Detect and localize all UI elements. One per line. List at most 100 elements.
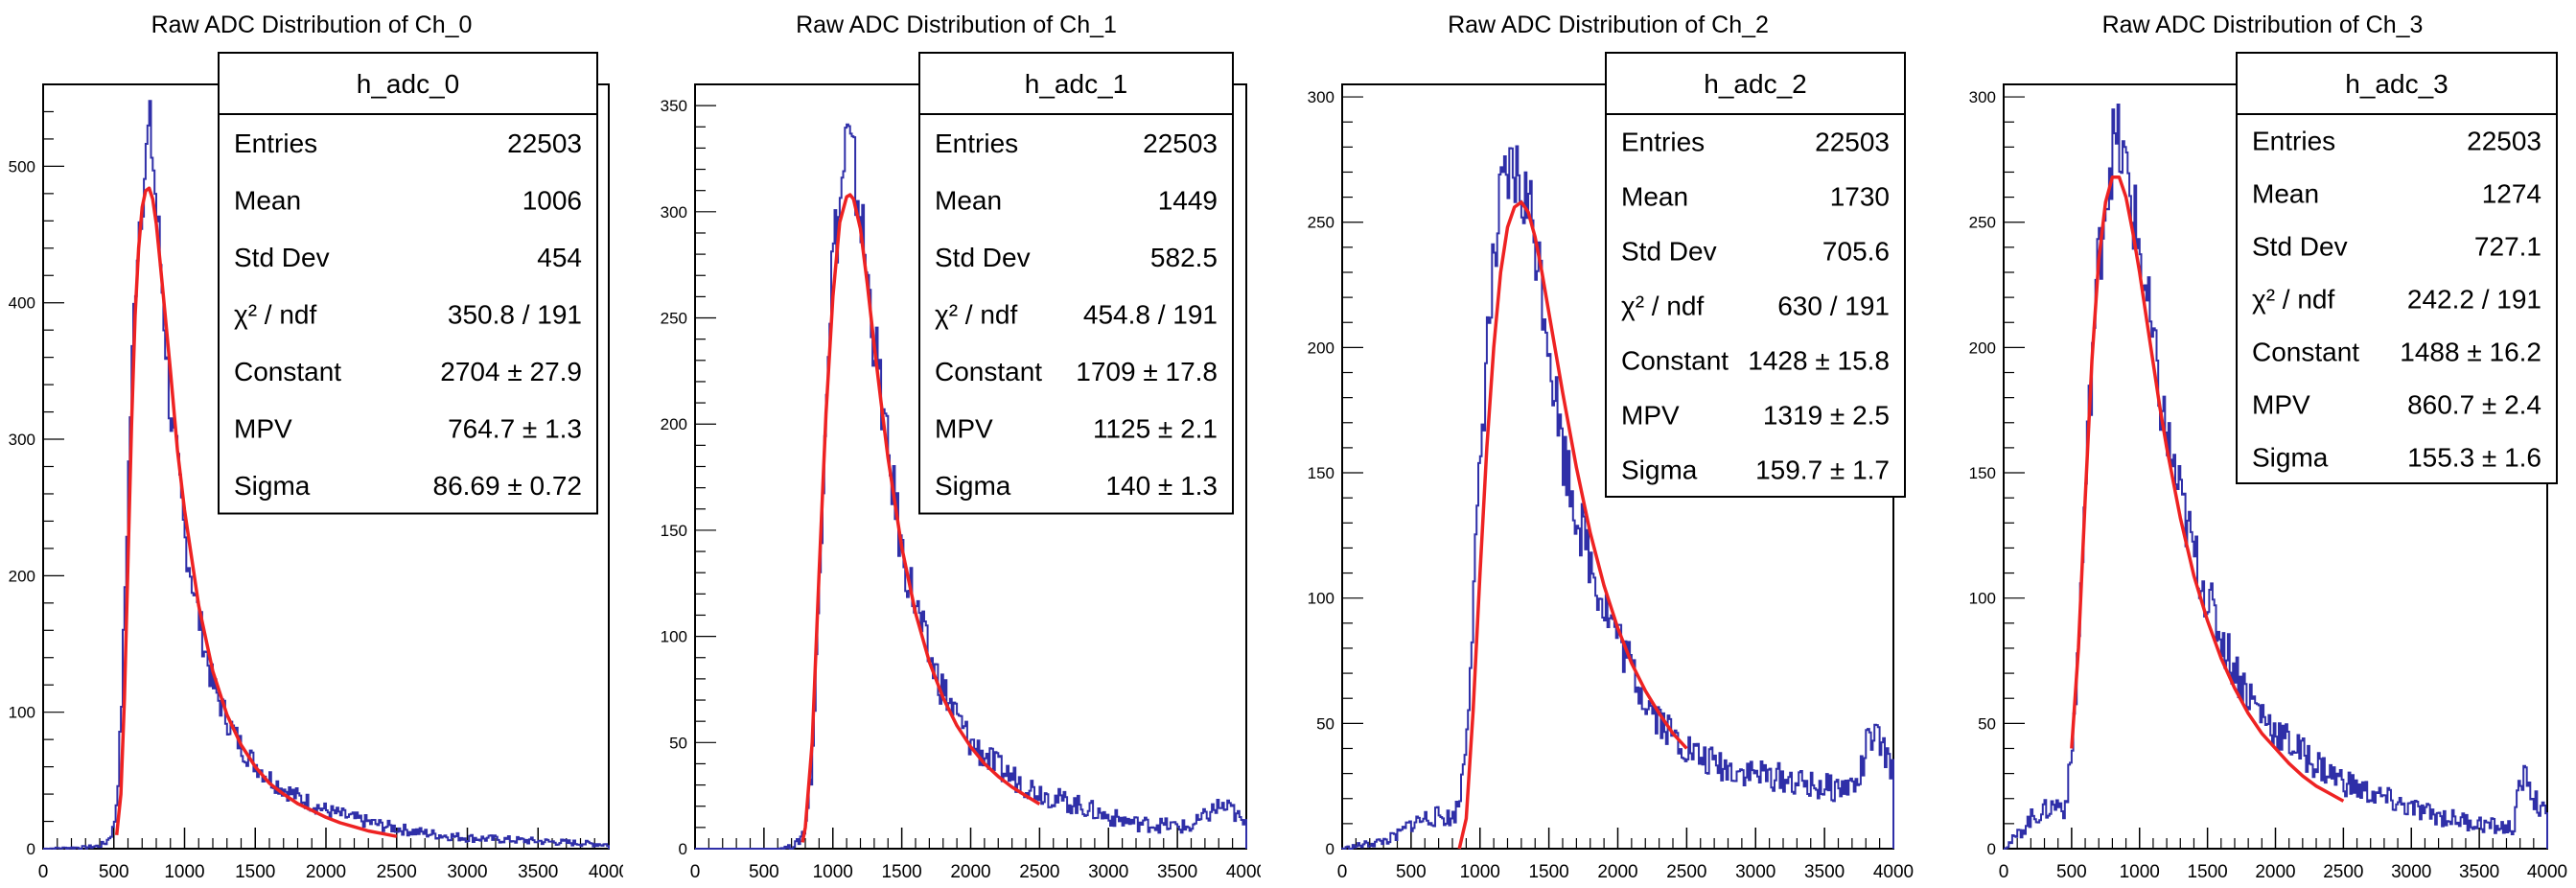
stats-label: Std Dev: [2252, 232, 2348, 262]
stats-value: 22503: [1143, 129, 1218, 158]
stats-label: Entries: [2252, 127, 2335, 156]
x-tick-label: 4000: [2527, 862, 2567, 882]
stats-box-title: h_adc_0: [357, 69, 459, 99]
stats-label: MPV: [234, 413, 292, 443]
stats-label: Mean: [2252, 179, 2319, 209]
stats-label: MPV: [1621, 401, 1680, 431]
chart-title: Raw ADC Distribution of Ch_2: [1448, 12, 1769, 38]
y-tick-label: 200: [661, 415, 687, 433]
chart-svg-1: Raw ADC Distribution of Ch_10 500 1000 1500…: [661, 12, 1267, 882]
stats-label: χ² / ndf: [935, 299, 1018, 329]
stats-value: 1319 ± 2.5: [1763, 401, 1890, 431]
y-tick-label: 250: [1308, 214, 1334, 232]
y-tick-label: 250: [1969, 214, 1996, 232]
stats-value: 22503: [507, 129, 582, 158]
stats-label: Std Dev: [234, 243, 330, 272]
stats-value: 159.7 ± 1.7: [1755, 456, 1890, 485]
stats-value: 22503: [1815, 128, 1890, 157]
fit-curve: [801, 193, 1041, 843]
stats-box-title: h_adc_2: [1704, 69, 1806, 99]
stats-value: 350.8 / 191: [448, 299, 582, 329]
stats-box: [218, 52, 598, 515]
stats-value: 705.6: [1822, 237, 1890, 267]
y-tick-label: 150: [661, 522, 687, 540]
stats-value: 1488 ± 16.2: [2400, 338, 2541, 367]
y-tick-label: 300: [9, 431, 35, 449]
y-tick-label: 500: [9, 157, 35, 175]
x-tick-label: 0: [690, 862, 701, 882]
y-tick-label: 100: [9, 704, 35, 722]
stats-label: Constant: [1621, 346, 1729, 376]
x-tick-label: 1000: [2120, 862, 2160, 882]
x-tick-label: 4000: [1226, 862, 1261, 882]
stats-label: Constant: [935, 357, 1042, 386]
x-tick-label: 2500: [1019, 862, 1059, 882]
x-tick-label: 2000: [2255, 862, 2295, 882]
stats-value: 764.7 ± 1.3: [448, 413, 582, 443]
chart-panel-3: Raw ADC Distribution of Ch_3 0 500 1000 1500…: [1951, 0, 2574, 883]
x-tick-label: 3000: [2391, 862, 2431, 882]
y-tick-label: 250: [661, 310, 687, 328]
stats-label: Mean: [234, 185, 301, 215]
stats-value: 860.7 ± 2.4: [2407, 390, 2541, 420]
stats-value: 86.69 ± 0.72: [433, 471, 583, 501]
stats-label: χ² / ndf: [234, 299, 317, 329]
chart-svg-2: Raw ADC Distribution of Ch_20 500 1000 1500…: [1308, 12, 1915, 882]
stats-label: Constant: [234, 357, 341, 386]
x-tick-label: 500: [2056, 862, 2087, 882]
y-tick-label: 200: [9, 567, 35, 585]
y-tick-label: 100: [1969, 590, 1996, 608]
stats-label: χ² / ndf: [1621, 292, 1705, 321]
x-tick-label: 3500: [1157, 862, 1197, 882]
stats-label: Entries: [1621, 128, 1705, 157]
y-tick-label: 400: [9, 294, 35, 313]
stats-box-title: h_adc_3: [2345, 69, 2448, 99]
x-tick-label: 2500: [2323, 862, 2363, 882]
stats-label: χ² / ndf: [2252, 285, 2335, 315]
stats-value: 582.5: [1150, 243, 1218, 272]
stats-label: Entries: [935, 129, 1018, 158]
stats-value: 1428 ± 15.8: [1748, 346, 1890, 376]
chart-panel-2: Raw ADC Distribution of Ch_2 0 500 1000 1500…: [1299, 0, 1917, 883]
stats-box: [2236, 52, 2558, 484]
stats-label: Sigma: [1621, 456, 1698, 485]
x-tick-label: 500: [1396, 862, 1427, 882]
stats-value: 1730: [1830, 182, 1890, 212]
stats-label: Constant: [2252, 338, 2359, 367]
stats-value: 1006: [522, 185, 582, 215]
stats-value: 454: [537, 243, 582, 272]
stats-label: Mean: [1621, 182, 1688, 212]
fit-curve: [1457, 200, 1688, 850]
y-tick-label: 150: [1969, 464, 1996, 482]
chart-panel-1: Raw ADC Distribution of Ch_1 0 500 1000 1500…: [652, 0, 1267, 883]
x-tick-label: 1000: [813, 862, 853, 882]
y-tick-label: 50: [669, 734, 687, 752]
chart-title: Raw ADC Distribution of Ch_3: [2102, 12, 2424, 38]
y-tick-label: 0: [27, 840, 35, 858]
x-tick-label: 3500: [1804, 862, 1845, 882]
x-tick-label: 4000: [1873, 862, 1914, 882]
y-tick-label: 350: [661, 97, 687, 115]
stats-value: 242.2 / 191: [2407, 285, 2541, 315]
stats-label: Sigma: [2252, 443, 2329, 473]
x-tick-label: 3500: [2459, 862, 2499, 882]
stats-label: Std Dev: [935, 243, 1031, 272]
x-tick-label: 2000: [950, 862, 990, 882]
stats-value: 140 ± 1.3: [1105, 471, 1218, 501]
x-tick-label: 500: [749, 862, 779, 882]
stats-value: 1449: [1158, 185, 1218, 215]
stats-value: 630 / 191: [1777, 292, 1890, 321]
chart-title: Raw ADC Distribution of Ch_1: [796, 12, 1117, 38]
chart-panel-0: Raw ADC Distribution of Ch_0 0 500 1000 1500…: [0, 0, 630, 883]
stats-value: 22503: [2467, 127, 2541, 156]
stats-label: MPV: [935, 413, 993, 443]
stats-label: Sigma: [234, 471, 311, 501]
histogram-series: [1341, 145, 1894, 850]
y-tick-label: 50: [1316, 714, 1334, 733]
x-tick-label: 1500: [2187, 862, 2227, 882]
x-tick-label: 500: [99, 862, 129, 882]
y-tick-label: 0: [1987, 840, 1996, 858]
y-tick-label: 100: [661, 628, 687, 646]
stats-value: 1274: [2482, 179, 2541, 209]
